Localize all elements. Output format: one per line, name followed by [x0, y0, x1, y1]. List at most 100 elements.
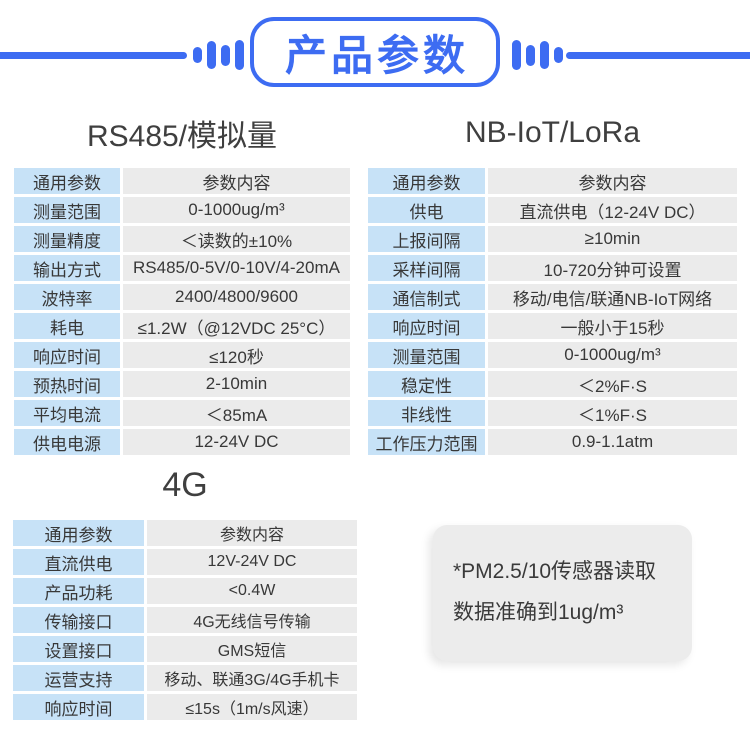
table-row: 通用参数 参数内容: [14, 168, 350, 194]
table-row: 通用参数 参数内容: [368, 168, 737, 194]
spec-table-4g: 通用参数 参数内容 直流供电 12V-24V DC 产品功耗 <0.4W 传输接…: [13, 520, 357, 720]
param-label: 平均电流: [14, 400, 120, 426]
param-label: 通用参数: [13, 520, 144, 546]
table-row: 通用参数 参数内容: [13, 520, 357, 546]
param-value: 参数内容: [488, 168, 737, 194]
param-label: 响应时间: [368, 313, 485, 339]
param-label: 供电电源: [14, 429, 120, 455]
param-label: 测量范围: [14, 197, 120, 223]
table-row: 预热时间 2-10min: [14, 371, 350, 397]
param-value: 12V-24V DC: [147, 549, 357, 575]
header-line-left: [0, 52, 187, 59]
signal-bar: [554, 47, 563, 63]
signal-bar: [193, 47, 202, 63]
param-value: <0.4W: [147, 578, 357, 604]
param-value: 移动、联通3G/4G手机卡: [147, 665, 357, 691]
param-label: 响应时间: [13, 694, 144, 720]
param-value: 直流供电（12-24V DC）: [488, 197, 737, 223]
table-row: 设置接口 GMS短信: [13, 636, 357, 662]
param-value: GMS短信: [147, 636, 357, 662]
param-label: 输出方式: [14, 255, 120, 281]
table-row: 采样间隔 10-720分钟可设置: [368, 255, 737, 281]
param-label: 产品功耗: [13, 578, 144, 604]
section-heading-rs485: RS485/模拟量: [86, 120, 278, 153]
table-row: 上报间隔 ≥10min: [368, 226, 737, 252]
table-row: 产品功耗 <0.4W: [13, 578, 357, 604]
param-value: 2-10min: [123, 371, 350, 397]
signal-bar: [207, 41, 216, 69]
note-text: *PM2.5/10传感器读取数据准确到1ug/m³: [453, 560, 657, 624]
section-heading-4g: 4G: [162, 465, 208, 504]
param-value: RS485/0-5V/0-10V/4-20mA: [123, 255, 350, 281]
param-label: 通信制式: [368, 284, 485, 310]
table-row: 供电 直流供电（12-24V DC）: [368, 197, 737, 223]
table-row: 响应时间 ≤120秒: [14, 342, 350, 368]
page-title-box: 产品参数: [250, 17, 500, 87]
table-row: 耗电 ≤1.2W（@12VDC 25°C）: [14, 313, 350, 339]
param-label: 工作压力范围: [368, 429, 485, 455]
param-label: 上报间隔: [368, 226, 485, 252]
spec-table-nbiot: 通用参数 参数内容 供电 直流供电（12-24V DC） 上报间隔 ≥10min…: [368, 168, 737, 455]
param-value: ＜读数的±10%: [123, 226, 350, 252]
param-value: ＜85mA: [123, 400, 350, 426]
param-value: 4G无线信号传输: [147, 607, 357, 633]
spec-table-rs485: 通用参数 参数内容 测量范围 0-1000ug/m³ 测量精度 ＜读数的±10%…: [14, 168, 350, 455]
param-value: 10-720分钟可设置: [488, 255, 737, 281]
param-value: 0.9-1.1atm: [488, 429, 737, 455]
param-label: 直流供电: [13, 549, 144, 575]
signal-bars-left-icon: [193, 30, 244, 80]
param-value: 一般小于15秒: [488, 313, 737, 339]
signal-bar: [512, 40, 521, 70]
param-label: 通用参数: [14, 168, 120, 194]
param-value: ＜2%F·S: [488, 371, 737, 397]
table-row: 测量范围 0-1000ug/m³: [14, 197, 350, 223]
table-row: 波特率 2400/4800/9600: [14, 284, 350, 310]
table-row: 工作压力范围 0.9-1.1atm: [368, 429, 737, 455]
table-row: 平均电流 ＜85mA: [14, 400, 350, 426]
param-label: 非线性: [368, 400, 485, 426]
table-row: 响应时间 ≤15s（1m/s风速）: [13, 694, 357, 720]
param-value: ≤1.2W（@12VDC 25°C）: [123, 313, 350, 339]
param-label: 采样间隔: [368, 255, 485, 281]
param-value: 12-24V DC: [123, 429, 350, 455]
param-value: 0-1000ug/m³: [123, 197, 350, 223]
table-row: 输出方式 RS485/0-5V/0-10V/4-20mA: [14, 255, 350, 281]
table-row: 传输接口 4G无线信号传输: [13, 607, 357, 633]
table-row: 直流供电 12V-24V DC: [13, 549, 357, 575]
page-title: 产品参数: [284, 31, 469, 79]
signal-bar: [221, 44, 230, 66]
param-value: 移动/电信/联通NB-IoT网络: [488, 284, 737, 310]
table-row: 测量精度 ＜读数的±10%: [14, 226, 350, 252]
param-label: 稳定性: [368, 371, 485, 397]
param-label: 传输接口: [13, 607, 144, 633]
param-value: 0-1000ug/m³: [488, 342, 737, 368]
param-label: 测量范围: [368, 342, 485, 368]
param-label: 运营支持: [13, 665, 144, 691]
param-value: 参数内容: [147, 520, 357, 546]
table-row: 非线性 ＜1%F·S: [368, 400, 737, 426]
signal-bar: [540, 41, 549, 69]
signal-bar: [526, 44, 535, 66]
note-card: *PM2.5/10传感器读取数据准确到1ug/m³: [433, 525, 692, 661]
param-label: 供电: [368, 197, 485, 223]
param-label: 测量精度: [14, 226, 120, 252]
header-line-right: [566, 52, 750, 59]
param-label: 耗电: [14, 313, 120, 339]
param-value: 参数内容: [123, 168, 350, 194]
section-heading-nbiot: NB-IoT/LoRa: [464, 116, 641, 149]
signal-bar: [235, 40, 244, 70]
param-label: 波特率: [14, 284, 120, 310]
param-label: 预热时间: [14, 371, 120, 397]
table-row: 供电电源 12-24V DC: [14, 429, 350, 455]
table-row: 测量范围 0-1000ug/m³: [368, 342, 737, 368]
signal-bars-right-icon: [512, 30, 563, 80]
table-row: 稳定性 ＜2%F·S: [368, 371, 737, 397]
param-value: ≤120秒: [123, 342, 350, 368]
param-label: 设置接口: [13, 636, 144, 662]
param-value: 2400/4800/9600: [123, 284, 350, 310]
param-value: ＜1%F·S: [488, 400, 737, 426]
param-label: 通用参数: [368, 168, 485, 194]
table-row: 运营支持 移动、联通3G/4G手机卡: [13, 665, 357, 691]
param-value: ≥10min: [488, 226, 737, 252]
